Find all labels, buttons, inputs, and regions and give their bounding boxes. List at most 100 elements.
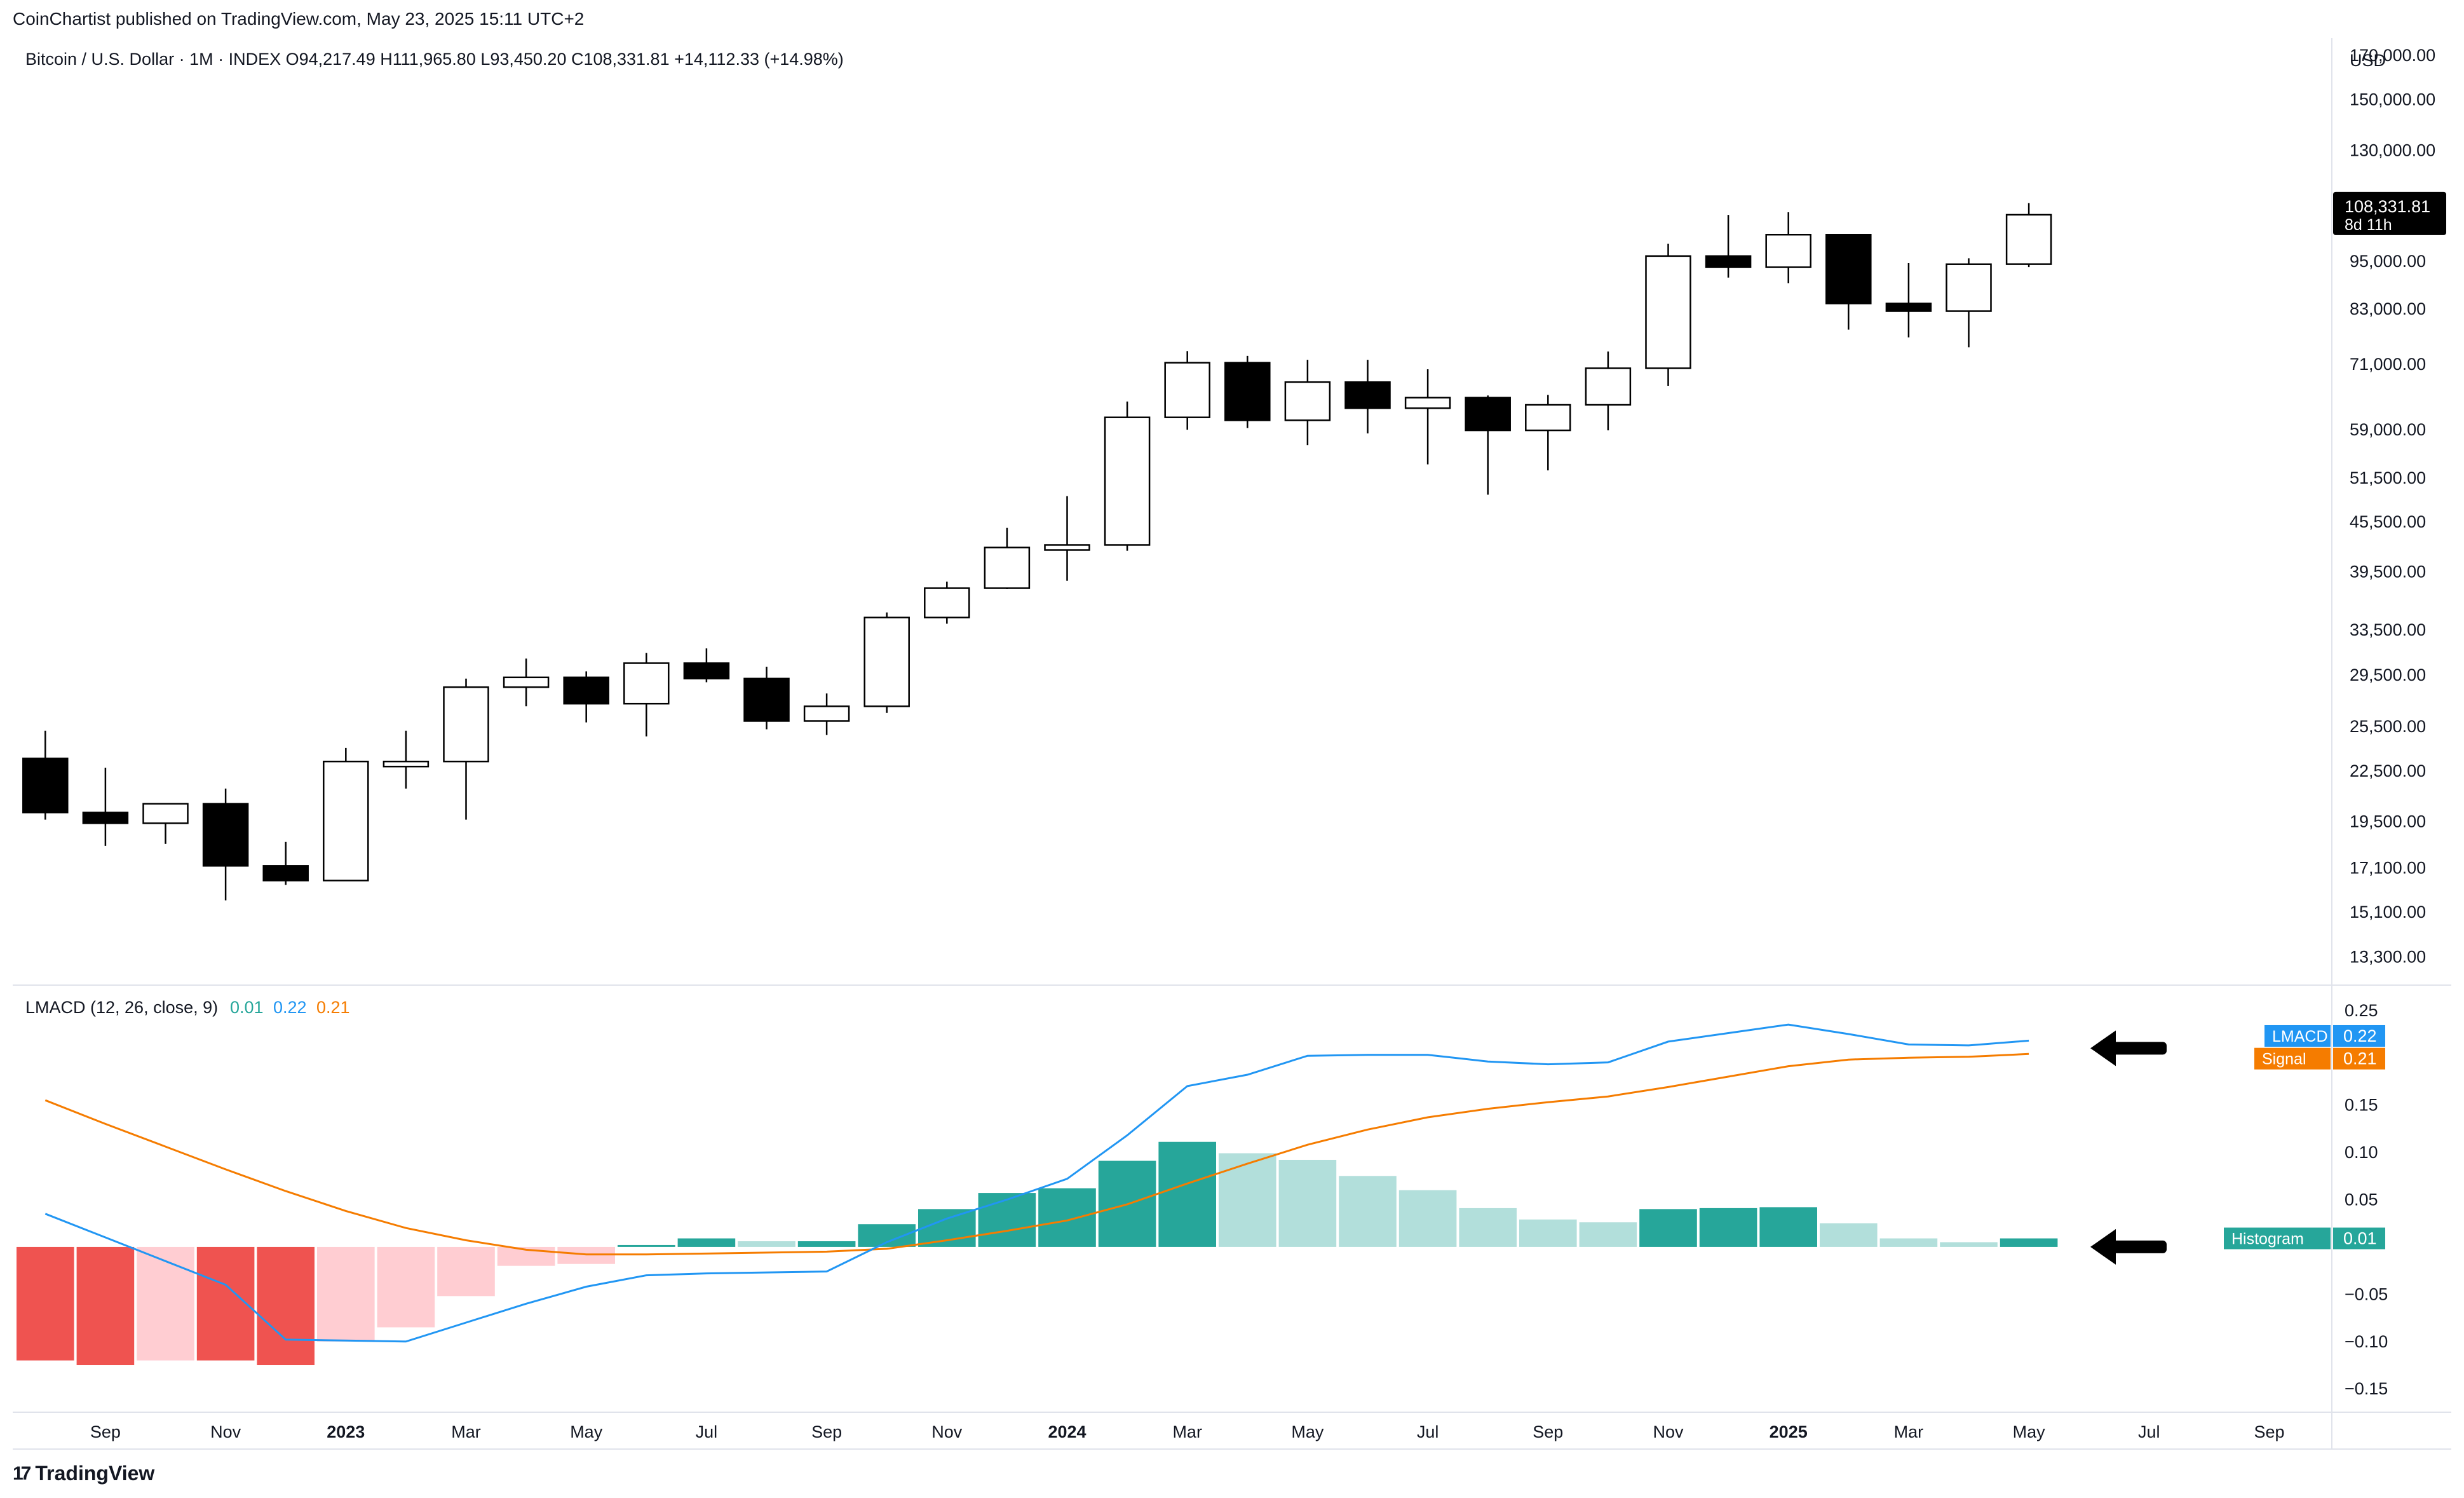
candle-body	[1344, 381, 1391, 409]
price-tick-label: 59,000.00	[2350, 420, 2426, 439]
symbol-legend: Bitcoin / U.S. Dollar · 1M · INDEX O94,2…	[25, 50, 844, 69]
candle-body	[683, 662, 730, 679]
time-tick-label: Nov	[210, 1422, 241, 1441]
price-tick-label: 33,500.00	[2350, 620, 2426, 639]
indicator-tick-label: −0.15	[2345, 1379, 2388, 1398]
histogram-bar	[137, 1246, 194, 1361]
time-tick-label: Jul	[2138, 1422, 2160, 1441]
histogram-tag-bg	[2224, 1227, 2331, 1249]
price-tick-label: 71,000.00	[2350, 355, 2426, 374]
lmacd-value-bg	[2333, 1025, 2385, 1047]
arrow-lmacd-signal-shaft	[2109, 1042, 2167, 1055]
histogram-value-label: 0.01	[2343, 1229, 2377, 1248]
indicator-tick-label: 0.25	[2345, 1001, 2378, 1020]
indicator-axis[interactable]: 0.25 0.15 0.10 0.05 −0.05 −0.10 −0.15 LMACD 0.22…	[2224, 1001, 2388, 1398]
histogram-bar	[738, 1241, 795, 1247]
candle-body	[503, 676, 550, 688]
price-tick-label: 25,500.00	[2350, 717, 2426, 736]
histogram-bar	[1579, 1222, 1637, 1247]
time-tick-label: Mar	[451, 1422, 481, 1441]
time-tick-label: Sep	[811, 1422, 842, 1441]
histogram-bar	[1459, 1208, 1517, 1247]
histogram-bar	[1879, 1238, 1938, 1247]
histogram-bar	[1759, 1207, 1817, 1247]
signal-value-bg	[2333, 1047, 2385, 1070]
candle-body	[1284, 381, 1331, 421]
lmacd-line	[44, 1023, 2029, 1343]
candle-body	[1525, 404, 1571, 432]
price-axis[interactable]: 170,000.00 150,000.00 130,000.00 95,000.00 8…	[2333, 46, 2446, 966]
arrow-lmacd-signal-head	[2090, 1030, 2116, 1066]
indicator-tick-label: −0.10	[2345, 1332, 2388, 1351]
price-tick-label: 51,500.00	[2350, 468, 2426, 487]
tradingview-logo-icon: 17	[13, 1462, 31, 1484]
candle-body	[984, 547, 1031, 589]
time-tick-label: 2023	[327, 1422, 365, 1441]
histogram-bar	[797, 1241, 856, 1247]
candle-body	[1946, 263, 1992, 312]
arrow-histogram-shaft	[2109, 1240, 2167, 1253]
histogram-bar	[978, 1193, 1036, 1247]
lmacd-value-label: 0.22	[2343, 1026, 2377, 1045]
histogram-bar	[1639, 1209, 1697, 1247]
price-tick-label: 17,100.00	[2350, 859, 2426, 878]
candle-body	[202, 803, 249, 867]
pane-borders	[13, 38, 2451, 1450]
candle-body	[1104, 416, 1151, 546]
tradingview-logo[interactable]: 17 TradingView	[13, 1462, 154, 1485]
indicator-tick-label: 0.05	[2345, 1190, 2378, 1209]
time-tick-label: Sep	[1533, 1422, 1563, 1441]
bar-countdown-label: 8d 11h	[2345, 216, 2392, 234]
time-tick-label: Jul	[1417, 1422, 1439, 1441]
time-tick-label: Sep	[2254, 1422, 2284, 1441]
time-tick-label: Mar	[1172, 1422, 1202, 1441]
time-axis[interactable]: Sep Nov 2023 Mar May Jul Sep Nov 2024 Mar May Jul Se…	[90, 1422, 2285, 1441]
histogram-bar	[1519, 1219, 1577, 1247]
candle-body	[142, 803, 189, 824]
candle-body	[82, 812, 129, 824]
indicator-tick-label: −0.05	[2345, 1284, 2388, 1304]
histogram-bar	[858, 1224, 916, 1247]
candle-body	[1705, 255, 1752, 268]
price-tick-label: 150,000.00	[2350, 90, 2435, 109]
time-tick-label: Jul	[696, 1422, 718, 1441]
lmacd-lines	[44, 1023, 2029, 1343]
lmacd-legend-name: LMACD (12, 26, close, 9)	[25, 998, 218, 1017]
time-tick-label: Sep	[90, 1422, 121, 1441]
price-tick-label: 19,500.00	[2350, 812, 2426, 831]
candle-body	[1404, 397, 1451, 409]
signal-value-label: 0.21	[2343, 1049, 2377, 1068]
last-price-badge	[2333, 191, 2446, 235]
time-tick-label: May	[1291, 1422, 1324, 1441]
histogram-bar	[17, 1246, 74, 1361]
time-tick-label: 2025	[1770, 1422, 1808, 1441]
arrow-histogram-head	[2090, 1229, 2116, 1265]
candle-body	[924, 587, 970, 618]
histogram-bar	[76, 1246, 135, 1366]
histogram-bar	[557, 1246, 615, 1264]
price-tick-label: 130,000.00	[2350, 140, 2435, 160]
histogram-bar	[1699, 1208, 1757, 1247]
candle-body	[1765, 233, 1811, 268]
annotation-arrows	[2090, 1030, 2167, 1265]
time-tick-label: May	[2013, 1422, 2046, 1441]
signal-line	[44, 1052, 2029, 1256]
candle-body	[443, 686, 489, 763]
price-tick-label: 13,300.00	[2350, 947, 2426, 966]
last-price-label: 108,331.81	[2345, 197, 2430, 216]
lmacd-legend-value-1: 0.01	[230, 998, 264, 1017]
histogram-bar	[196, 1246, 255, 1361]
signal-tag-label: Signal	[2262, 1051, 2306, 1068]
candlesticks	[22, 203, 2052, 901]
histogram-bar	[1398, 1190, 1457, 1247]
candle-body	[323, 760, 369, 882]
histogram-bar	[1158, 1141, 1216, 1247]
histogram-bar	[1339, 1176, 1397, 1247]
candle-body	[1044, 544, 1090, 551]
histogram-bar	[257, 1246, 315, 1366]
signal-tag-bg	[2254, 1047, 2331, 1070]
histogram-bar	[1038, 1188, 1096, 1247]
candle-body	[1645, 255, 1691, 369]
candle-body	[382, 760, 430, 768]
